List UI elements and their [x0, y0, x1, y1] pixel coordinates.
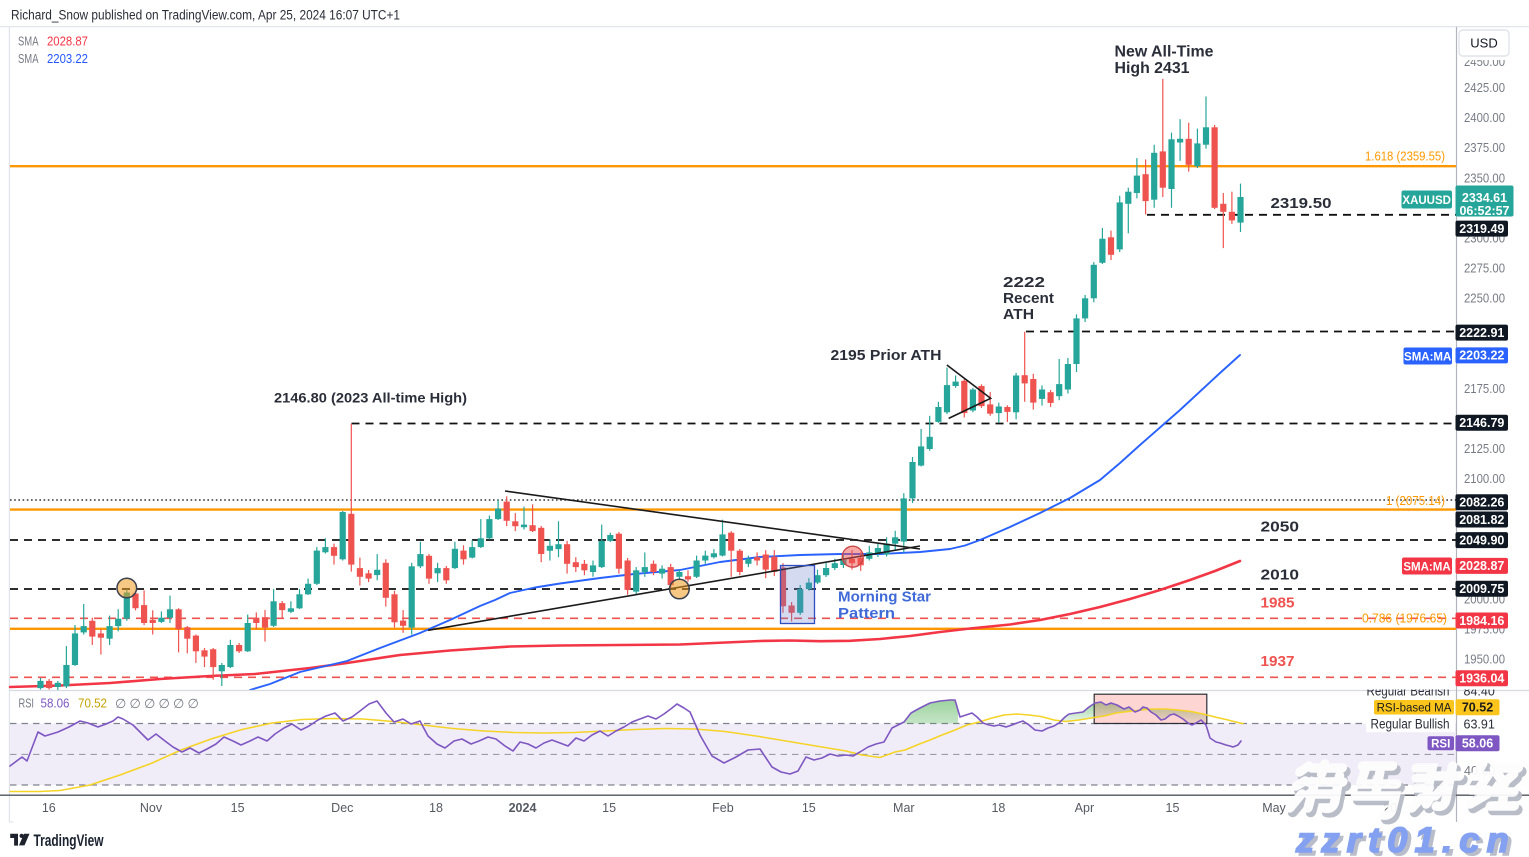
- svg-text:∅: ∅: [130, 696, 141, 711]
- svg-text:2334.61: 2334.61: [1462, 191, 1507, 205]
- svg-text:18: 18: [991, 801, 1005, 815]
- svg-text:2010: 2010: [1261, 567, 1300, 584]
- svg-text:∅: ∅: [173, 696, 184, 711]
- svg-text:2100.00: 2100.00: [1464, 472, 1505, 486]
- svg-text:15: 15: [1166, 801, 1180, 815]
- svg-text:SMA:MA: SMA:MA: [1403, 561, 1450, 573]
- svg-text:2028.87: 2028.87: [1459, 559, 1504, 573]
- svg-text:2028.87: 2028.87: [47, 34, 88, 49]
- svg-text:May: May: [1262, 801, 1286, 815]
- svg-text:2049.90: 2049.90: [1459, 533, 1504, 547]
- svg-text:58.06: 58.06: [1462, 737, 1493, 751]
- svg-text:06:52:57: 06:52:57: [1459, 204, 1509, 218]
- svg-text:0.786 (1976.65): 0.786 (1976.65): [1362, 612, 1447, 626]
- svg-text:SMA: SMA: [18, 34, 39, 49]
- svg-text:Richard_Snow published on Trad: Richard_Snow published on TradingView.co…: [11, 8, 400, 23]
- svg-text:2195 Prior ATH: 2195 Prior ATH: [831, 347, 942, 364]
- svg-text:2319.50: 2319.50: [1271, 195, 1332, 212]
- svg-text:1985: 1985: [1261, 595, 1295, 612]
- svg-text:New All-Time: New All-Time: [1115, 44, 1214, 61]
- svg-text:2125.00: 2125.00: [1464, 442, 1505, 456]
- svg-text:18: 18: [429, 801, 443, 815]
- svg-text:RSI: RSI: [19, 697, 35, 711]
- svg-text:∅: ∅: [115, 696, 126, 711]
- svg-text:TradingView: TradingView: [34, 831, 105, 850]
- svg-text:Recent: Recent: [1003, 290, 1054, 307]
- svg-text:∅: ∅: [159, 696, 170, 711]
- svg-text:2081.82: 2081.82: [1459, 513, 1504, 527]
- svg-text:2375.00: 2375.00: [1464, 141, 1505, 155]
- svg-text:Pattern: Pattern: [838, 605, 895, 622]
- svg-text:zzrt01.cn: zzrt01.cn: [1298, 824, 1519, 857]
- svg-text:Morning Star: Morning Star: [838, 589, 931, 606]
- svg-text:2050: 2050: [1261, 519, 1300, 536]
- svg-text:2222: 2222: [1003, 274, 1045, 291]
- svg-text:1.618 (2359.55): 1.618 (2359.55): [1365, 150, 1445, 164]
- svg-text:SMA:MA: SMA:MA: [1404, 351, 1451, 363]
- svg-text:Regular Bullish: Regular Bullish: [1371, 717, 1450, 732]
- svg-text:Apr: Apr: [1075, 801, 1094, 815]
- svg-text:2350.00: 2350.00: [1464, 171, 1505, 185]
- svg-text:zzrt01.cn: zzrt01.cn: [1295, 821, 1516, 857]
- svg-text:16: 16: [42, 801, 56, 815]
- svg-text:2222.91: 2222.91: [1459, 326, 1504, 340]
- svg-text:1937: 1937: [1261, 653, 1295, 670]
- svg-text:High 2431: High 2431: [1115, 60, 1190, 77]
- svg-text:1936.04: 1936.04: [1459, 672, 1504, 686]
- svg-text:1984.16: 1984.16: [1459, 614, 1504, 628]
- svg-text:70.52: 70.52: [1462, 701, 1493, 715]
- svg-text:2024: 2024: [509, 801, 537, 815]
- svg-text:2146.79: 2146.79: [1459, 416, 1504, 430]
- svg-text:Nov: Nov: [140, 801, 163, 815]
- svg-text:2175.00: 2175.00: [1464, 382, 1505, 396]
- svg-text:SMA: SMA: [18, 51, 39, 66]
- svg-text:15: 15: [802, 801, 816, 815]
- svg-text:RSI-based MA: RSI-based MA: [1377, 702, 1452, 714]
- svg-text:2203.22: 2203.22: [1459, 349, 1504, 363]
- svg-text:XAUUSD: XAUUSD: [1402, 195, 1451, 207]
- svg-text:15: 15: [231, 801, 245, 815]
- svg-text:2009.75: 2009.75: [1459, 582, 1504, 596]
- svg-text:∅: ∅: [144, 696, 155, 711]
- svg-text:∅: ∅: [188, 696, 199, 711]
- svg-text:Mar: Mar: [893, 801, 915, 815]
- svg-text:ATH: ATH: [1003, 306, 1034, 323]
- svg-text:USD: USD: [1470, 36, 1497, 51]
- svg-text:2319.49: 2319.49: [1459, 222, 1504, 236]
- svg-text:1 (2075.14): 1 (2075.14): [1386, 494, 1445, 508]
- svg-text:63.91: 63.91: [1464, 718, 1495, 732]
- svg-text:2250.00: 2250.00: [1464, 292, 1505, 306]
- svg-text:70.52: 70.52: [78, 697, 107, 711]
- svg-text:Feb: Feb: [712, 801, 734, 815]
- svg-text:15: 15: [602, 801, 616, 815]
- svg-text:Regular Bearish: Regular Bearish: [1367, 684, 1450, 699]
- svg-text:1950.00: 1950.00: [1464, 653, 1505, 667]
- svg-text:2082.26: 2082.26: [1459, 496, 1504, 510]
- svg-text:2425.00: 2425.00: [1464, 81, 1505, 95]
- svg-text:2203.22: 2203.22: [47, 51, 88, 66]
- svg-text:2400.00: 2400.00: [1464, 111, 1505, 125]
- svg-text:58.06: 58.06: [41, 697, 70, 711]
- svg-text:Dec: Dec: [331, 801, 353, 815]
- svg-text:84.40: 84.40: [1464, 685, 1495, 699]
- svg-text:RSI: RSI: [1431, 738, 1450, 750]
- svg-text:2275.00: 2275.00: [1464, 262, 1505, 276]
- svg-text:2146.80 (2023 All-time High): 2146.80 (2023 All-time High): [274, 390, 467, 406]
